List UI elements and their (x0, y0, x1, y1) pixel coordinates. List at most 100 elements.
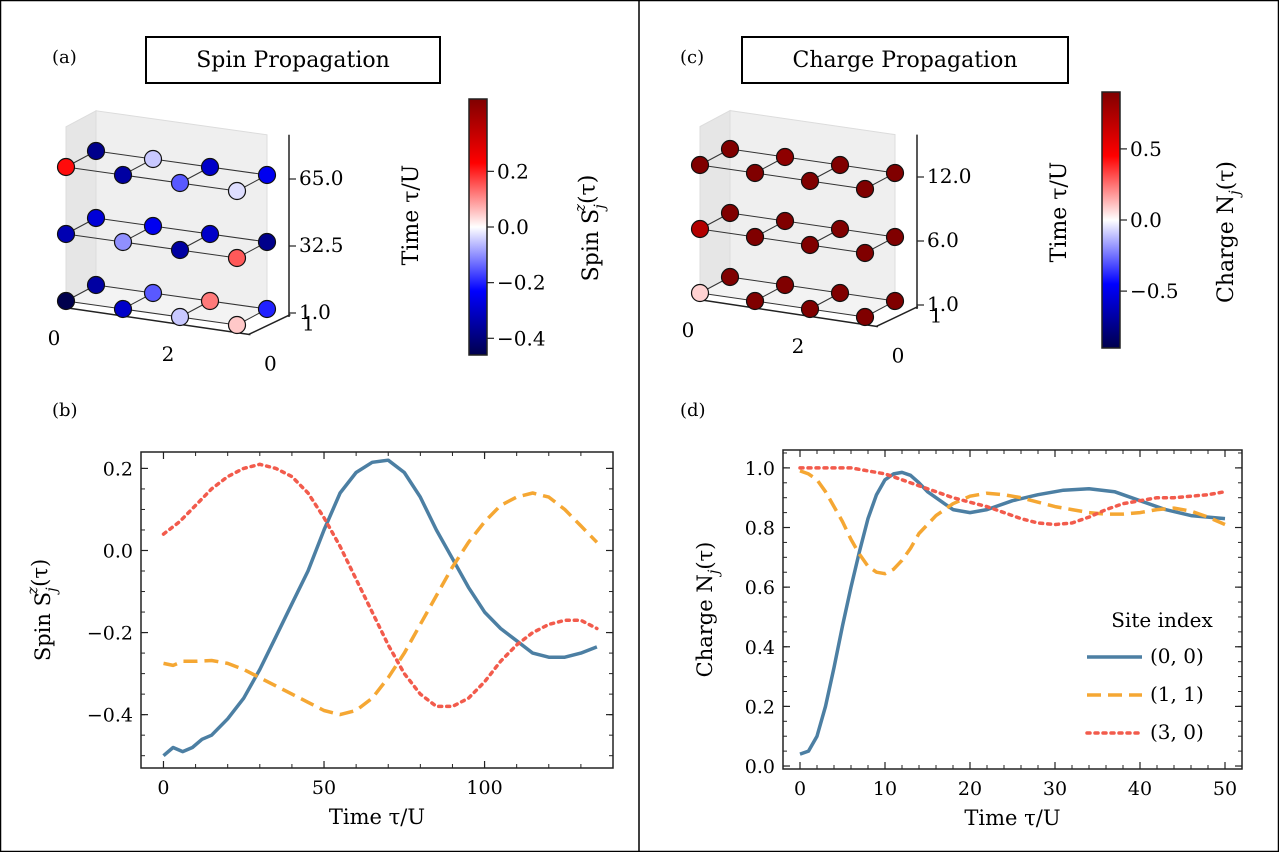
lattice-site-point (690, 219, 710, 239)
lattice-site-point (720, 139, 740, 159)
lattice-site-point (775, 147, 795, 167)
lattice-site-point (775, 275, 795, 295)
z-axis-label: Time τ/U (1047, 162, 1072, 263)
x-axis-line (60, 306, 251, 336)
x-tick-label: 50 (312, 777, 336, 799)
panel-c-3d-plot: 1.0 6.0 12.0 Time τ/U 0 2 0 1 (682, 109, 1072, 368)
lattice-site-point (830, 155, 850, 175)
lattice-row-line (95, 150, 268, 176)
plot-frame (782, 449, 1243, 770)
colorbar-tick-label: 0.0 (497, 215, 529, 239)
y-tick-label: 1 (930, 304, 943, 328)
y-tick-label: 0.2 (103, 458, 133, 480)
back-wall (729, 110, 896, 302)
panel-b-chart: 0 50 100 0.2 0.0 −0.2 −0.4 Time τ/U Spin Sjz(τ) (23, 451, 614, 829)
x-axis-line (694, 298, 879, 328)
x-tick-label: 0 (794, 778, 806, 800)
y-tick-label: −0.4 (87, 705, 133, 727)
lattice-site-point (200, 157, 220, 177)
panel-a: (a) Spin Propagation 1.0 32.5 65.0 Time τ/U… (48, 36, 609, 376)
lattice-site-point (800, 299, 820, 319)
x-tick-label: 2 (162, 342, 175, 366)
colorbar-tick-label: 0.0 (1130, 208, 1162, 232)
y-tick-label: 0.4 (745, 637, 775, 659)
colorbar-tick-label: −0.5 (1130, 279, 1179, 303)
lattice-site-point (143, 216, 163, 236)
x-axis-label: Time τ/U (329, 805, 425, 829)
lattice-site-point (257, 165, 277, 185)
x-tick-label: 100 (466, 777, 502, 799)
x-tick-label: 2 (792, 334, 805, 358)
panel-d-label: (d) (680, 400, 706, 421)
y-axis-label: Spin Sjz(τ) (23, 559, 60, 661)
lattice-site-point (830, 219, 850, 239)
lattice-site-point (690, 283, 710, 303)
y-tick-label: 1 (302, 312, 315, 336)
colorbar-tick-label: −0.4 (497, 326, 546, 350)
panel-d-chart: 0 10 20 30 40 50 0.0 0.2 0.4 0.6 0.8 1.0 Time τ/U Cha… (693, 449, 1243, 830)
time-layer (56, 275, 277, 335)
time-layer (56, 141, 277, 201)
lattice-row-line (699, 164, 866, 190)
y-axis-line (875, 305, 919, 328)
lattice-row-line (95, 217, 268, 243)
lattice-site-point (113, 165, 133, 185)
lattice-site-point (143, 283, 163, 303)
series-line (799, 469, 1226, 576)
lattice-row-line (729, 212, 896, 238)
back-wall (95, 110, 268, 310)
y-tick-label: 0.0 (745, 756, 775, 778)
lattice-site-point (745, 163, 765, 183)
lattice-site-point (690, 155, 710, 175)
y-axis-label: Charge Nj(τ) (693, 542, 722, 678)
colorbar-label: Spin Sjz(τ) (571, 175, 609, 282)
lattice-site-point (745, 227, 765, 247)
panel-a-label: (a) (52, 47, 77, 68)
y-tick-label: 0.0 (103, 540, 133, 562)
lattice-site-point (56, 291, 76, 311)
y-tick-label: 0.2 (745, 696, 775, 718)
lattice-site-point (775, 211, 795, 231)
lattice-site-point (56, 224, 76, 244)
colorbar-tick-label: −0.2 (497, 271, 546, 295)
lattice-site-point (86, 141, 106, 161)
x-tick-label: 0 (48, 326, 61, 350)
y-tick-label: 0 (264, 352, 277, 376)
lattice-site-point (855, 179, 875, 199)
side-wall (65, 109, 97, 302)
x-tick-label: 30 (1043, 778, 1067, 800)
colorbar-gradient (468, 98, 488, 356)
panel-c-title-box (741, 36, 1069, 84)
series-line (798, 466, 1227, 527)
time-layer (56, 208, 277, 268)
x-tick-label: 40 (1128, 778, 1152, 800)
y-tick-label: 0 (892, 344, 905, 368)
lattice-site-point (885, 163, 905, 183)
legend-entry: (1, 1) (1150, 682, 1204, 706)
time-layer (690, 139, 905, 199)
lattice-site-point (170, 240, 190, 260)
lattice-site-point (855, 243, 875, 263)
lattice-site-point (86, 208, 106, 228)
lattice-site-point (227, 181, 247, 201)
x-tick-label: 0 (157, 777, 169, 799)
z-tick-label: 12.0 (927, 164, 972, 188)
legend-title: Site index (1111, 608, 1213, 632)
panel-b: (b) 0 50 100 0.2 0.0 −0.2 −0.4 Time τ/U Spin Sjz… (23, 400, 614, 829)
panel-c-label: (c) (680, 47, 704, 68)
y-tick-label: 0.8 (745, 518, 775, 540)
z-tick-label: 1.0 (299, 300, 331, 324)
y-axis-line (248, 313, 291, 336)
time-layer (690, 267, 905, 327)
colorbar-tick-label: 0.5 (1130, 137, 1162, 161)
panel-b-label: (b) (52, 400, 78, 421)
lattice-site-point (113, 299, 133, 319)
lattice-site-point (113, 232, 133, 252)
panel-a-colorbar: 0.2 0.0 −0.2 −0.4 Spin Sjz(τ) (468, 98, 609, 356)
side-wall (699, 109, 731, 294)
lattice-row-line (729, 148, 896, 174)
z-tick-label: 65.0 (299, 166, 344, 190)
z-tick-label: 32.5 (299, 233, 344, 257)
y-tick-label: 0.6 (745, 577, 775, 599)
